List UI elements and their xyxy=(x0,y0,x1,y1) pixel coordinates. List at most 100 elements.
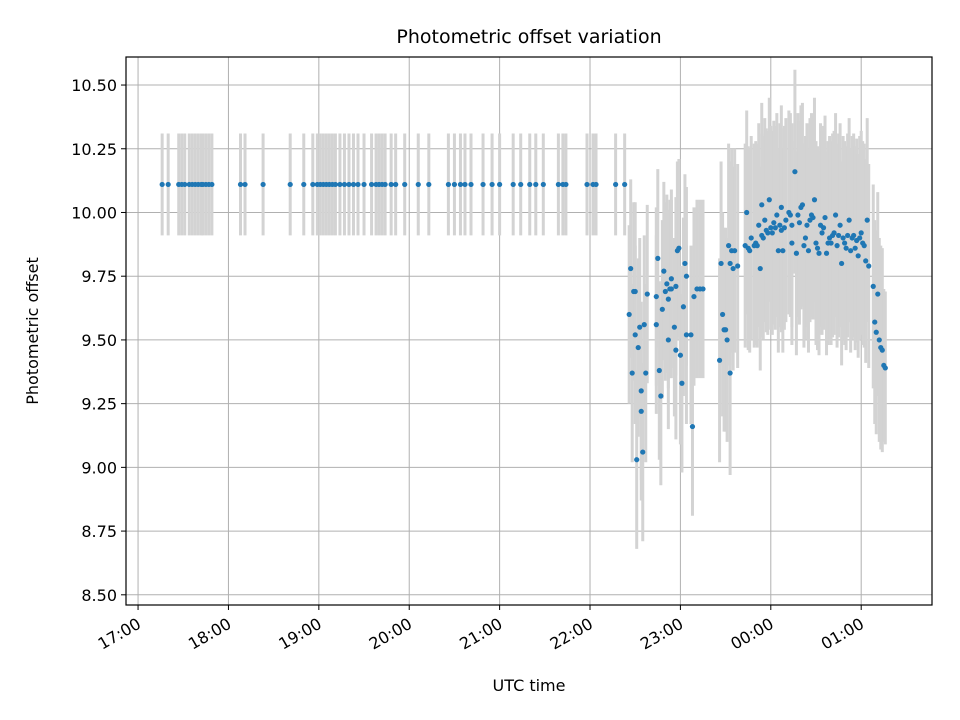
data-point xyxy=(816,250,822,256)
data-point xyxy=(518,181,524,188)
data-point xyxy=(683,273,690,279)
data-point xyxy=(665,337,671,343)
data-point xyxy=(813,240,819,246)
data-point xyxy=(563,181,569,188)
y-tick-label: 9.00 xyxy=(81,458,117,477)
x-tick-label: 19:00 xyxy=(275,614,324,654)
data-point xyxy=(643,370,649,376)
data-point xyxy=(641,322,647,328)
data-point xyxy=(382,181,388,188)
data-point xyxy=(665,296,671,302)
data-point xyxy=(346,181,352,188)
data-point xyxy=(828,240,834,246)
data-point xyxy=(393,181,399,188)
data-point xyxy=(644,291,650,297)
data-point xyxy=(159,181,165,188)
data-point xyxy=(682,260,688,267)
data-point xyxy=(716,357,723,363)
data-point xyxy=(182,181,188,188)
data-point xyxy=(793,250,800,256)
data-point xyxy=(350,181,357,188)
data-point xyxy=(510,181,516,188)
data-point xyxy=(480,181,486,188)
y-tick-label: 9.50 xyxy=(81,331,117,350)
data-point xyxy=(415,181,421,188)
data-point xyxy=(759,202,765,208)
plot-frame xyxy=(125,56,933,606)
data-point xyxy=(368,181,375,188)
data-point xyxy=(846,217,852,223)
data-point xyxy=(260,181,266,188)
data-point xyxy=(799,202,806,208)
data-point xyxy=(730,265,736,272)
data-point xyxy=(287,181,293,188)
data-point xyxy=(754,243,760,249)
x-tick-label: 01:00 xyxy=(818,614,867,654)
data-point xyxy=(823,250,830,256)
data-point xyxy=(875,291,881,297)
data-point xyxy=(301,181,307,188)
data-point xyxy=(209,181,215,188)
data-point xyxy=(668,276,674,282)
data-point xyxy=(634,457,640,463)
data-point xyxy=(845,232,851,239)
data-point xyxy=(655,255,661,261)
data-point xyxy=(688,332,694,338)
data-point xyxy=(661,268,667,274)
data-point xyxy=(691,293,697,300)
data-point xyxy=(656,367,662,374)
data-point xyxy=(882,365,888,371)
data-point xyxy=(848,248,854,254)
data-point xyxy=(814,245,821,251)
x-tick-label: 23:00 xyxy=(637,614,686,654)
data-point xyxy=(584,181,590,188)
data-point xyxy=(789,222,795,228)
data-point xyxy=(658,393,664,399)
data-point xyxy=(468,181,474,188)
y-tick-label: 8.50 xyxy=(81,586,117,605)
data-point xyxy=(593,181,599,188)
data-point xyxy=(677,352,684,358)
data-point xyxy=(341,181,348,188)
data-point xyxy=(851,232,857,239)
data-point xyxy=(689,423,696,430)
data-point xyxy=(747,248,753,254)
data-point xyxy=(820,225,827,231)
data-point xyxy=(626,311,632,318)
data-point xyxy=(771,220,777,226)
data-point xyxy=(659,306,665,312)
data-point xyxy=(801,243,807,249)
data-point xyxy=(637,324,643,330)
data-point xyxy=(426,181,432,188)
data-point xyxy=(457,181,464,188)
data-point xyxy=(671,324,677,330)
y-tick-label: 10.50 xyxy=(71,76,117,95)
data-point xyxy=(719,311,726,318)
data-point xyxy=(310,181,316,188)
data-point xyxy=(237,181,244,188)
data-point xyxy=(783,217,789,223)
data-point xyxy=(165,181,171,188)
data-point xyxy=(533,181,539,188)
x-tick-label: 18:00 xyxy=(185,614,234,654)
data-point xyxy=(735,263,741,269)
data-point xyxy=(876,337,882,343)
y-tick-label: 10.00 xyxy=(71,203,117,222)
data-point xyxy=(855,253,861,259)
error-bars xyxy=(160,69,887,549)
data-point xyxy=(861,243,867,249)
data-point xyxy=(864,217,870,223)
data-point xyxy=(629,370,635,376)
data-point xyxy=(638,388,644,394)
data-point xyxy=(673,347,679,353)
data-point xyxy=(760,235,766,241)
data-point xyxy=(780,248,786,254)
data-point xyxy=(402,181,408,188)
data-point xyxy=(640,449,646,455)
data-point xyxy=(489,181,495,188)
data-point xyxy=(628,265,634,272)
data-point xyxy=(766,197,772,203)
data-point xyxy=(756,222,762,228)
data-point xyxy=(843,245,849,251)
